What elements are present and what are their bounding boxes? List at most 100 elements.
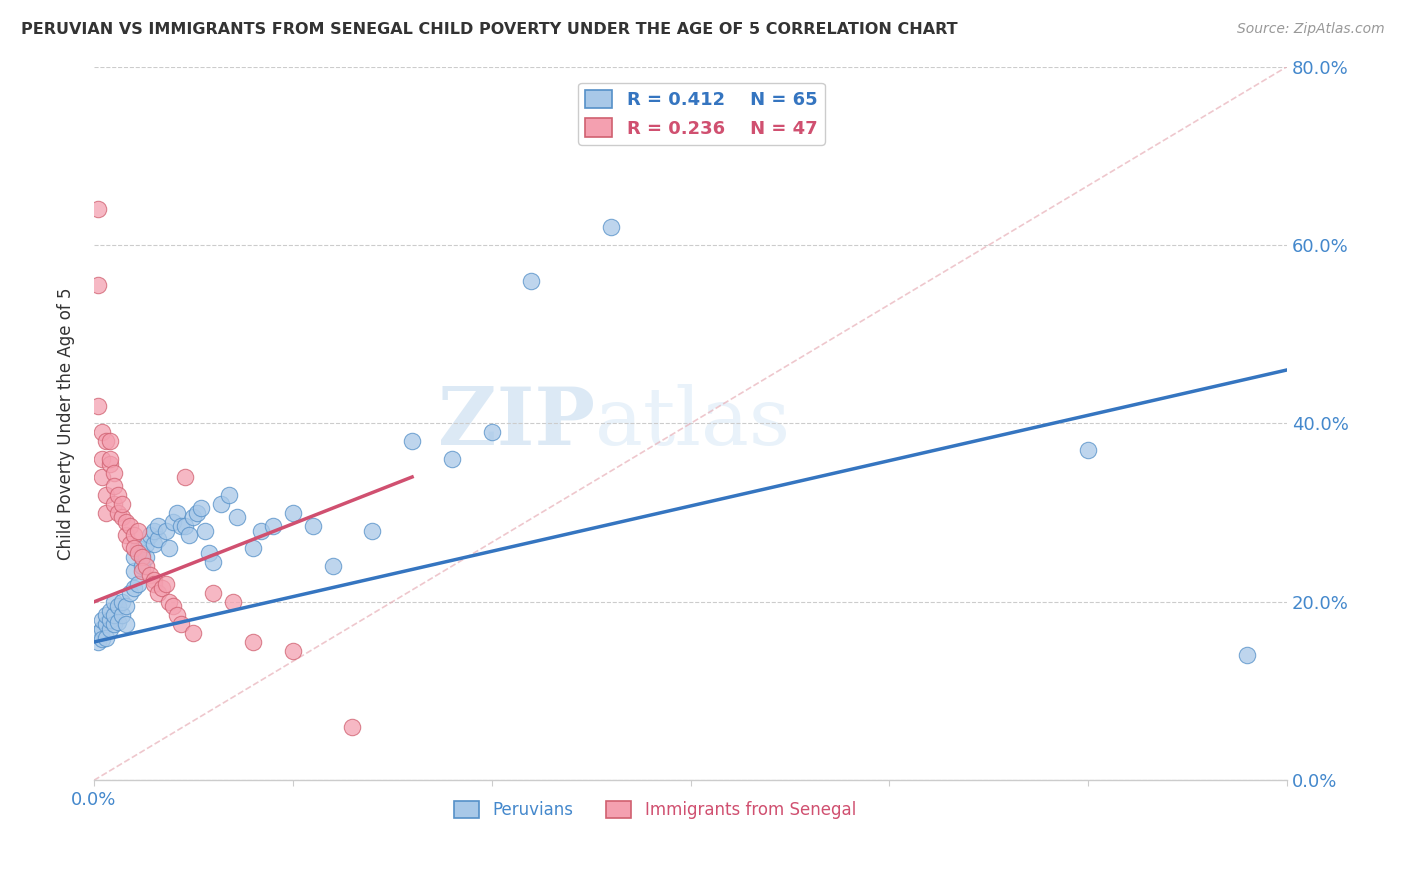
Point	[122, 582, 145, 596]
Point	[146, 533, 169, 547]
Point	[127, 546, 149, 560]
Point	[281, 506, 304, 520]
Point	[155, 577, 177, 591]
Point	[90, 452, 112, 467]
Point	[103, 466, 125, 480]
Point	[138, 568, 160, 582]
Point	[131, 546, 153, 560]
Point	[98, 613, 121, 627]
Point	[127, 524, 149, 538]
Point	[114, 617, 136, 632]
Point	[90, 425, 112, 440]
Point	[122, 541, 145, 556]
Point	[146, 519, 169, 533]
Point	[250, 524, 273, 538]
Point	[183, 510, 205, 524]
Point	[111, 510, 134, 524]
Point	[98, 452, 121, 467]
Point	[190, 501, 212, 516]
Text: PERUVIAN VS IMMIGRANTS FROM SENEGAL CHILD POVERTY UNDER THE AGE OF 5 CORRELATION: PERUVIAN VS IMMIGRANTS FROM SENEGAL CHIL…	[21, 22, 957, 37]
Point	[361, 524, 384, 538]
Point	[242, 635, 264, 649]
Point	[94, 434, 117, 449]
Point	[103, 479, 125, 493]
Point	[98, 622, 121, 636]
Point	[94, 506, 117, 520]
Point	[114, 528, 136, 542]
Point	[155, 524, 177, 538]
Point	[131, 564, 153, 578]
Point	[94, 608, 117, 623]
Point	[262, 519, 284, 533]
Point	[107, 488, 129, 502]
Text: Source: ZipAtlas.com: Source: ZipAtlas.com	[1237, 22, 1385, 37]
Point	[142, 573, 165, 587]
Point	[90, 613, 112, 627]
Point	[135, 550, 157, 565]
Point	[114, 515, 136, 529]
Point	[127, 541, 149, 556]
Point	[107, 506, 129, 520]
Point	[301, 519, 323, 533]
Point	[202, 555, 225, 569]
Point	[103, 595, 125, 609]
Point	[226, 510, 249, 524]
Point	[90, 470, 112, 484]
Point	[322, 559, 344, 574]
Point	[90, 632, 112, 647]
Point	[98, 457, 121, 471]
Point	[142, 537, 165, 551]
Point	[107, 615, 129, 629]
Text: atlas: atlas	[595, 384, 790, 462]
Point	[174, 519, 197, 533]
Point	[118, 519, 141, 533]
Point	[87, 635, 110, 649]
Point	[122, 550, 145, 565]
Point	[202, 586, 225, 600]
Point	[159, 541, 181, 556]
Point	[118, 537, 141, 551]
Point	[98, 434, 121, 449]
Point	[94, 617, 117, 632]
Point	[186, 506, 208, 520]
Point	[135, 537, 157, 551]
Text: ZIP: ZIP	[439, 384, 595, 462]
Point	[179, 528, 201, 542]
Point	[103, 608, 125, 623]
Point	[242, 541, 264, 556]
Point	[166, 608, 188, 623]
Point	[107, 599, 129, 614]
Point	[401, 434, 423, 449]
Point	[127, 577, 149, 591]
Point	[103, 617, 125, 632]
Point	[118, 586, 141, 600]
Point	[281, 644, 304, 658]
Point	[142, 577, 165, 591]
Point	[87, 202, 110, 217]
Point	[170, 617, 193, 632]
Point	[111, 497, 134, 511]
Point	[198, 546, 221, 560]
Legend: Peruvians, Immigrants from Senegal: Peruvians, Immigrants from Senegal	[447, 794, 862, 825]
Point	[111, 595, 134, 609]
Point	[166, 506, 188, 520]
Point	[103, 497, 125, 511]
Point	[98, 604, 121, 618]
Point	[159, 595, 181, 609]
Point	[135, 559, 157, 574]
Point	[87, 278, 110, 293]
Point	[162, 515, 184, 529]
Point	[114, 599, 136, 614]
Point	[131, 559, 153, 574]
Point	[122, 564, 145, 578]
Point	[174, 470, 197, 484]
Point	[1236, 648, 1258, 663]
Point	[111, 608, 134, 623]
Point	[90, 622, 112, 636]
Point	[170, 519, 193, 533]
Point	[194, 524, 217, 538]
Point	[440, 452, 463, 467]
Point	[1077, 443, 1099, 458]
Point	[520, 274, 543, 288]
Point	[142, 524, 165, 538]
